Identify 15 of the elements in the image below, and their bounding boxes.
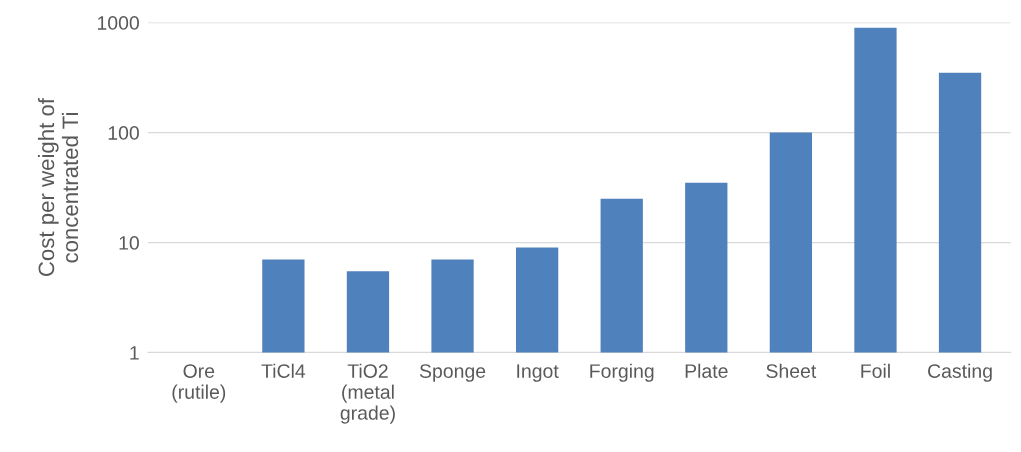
- x-tick-label: TiO2 (metal grade): [340, 363, 395, 424]
- y-tick-label: 1000: [97, 16, 139, 30]
- x-tick-label: Casting: [928, 363, 992, 382]
- y-tick-label: 100: [108, 126, 139, 140]
- y-tick-label: 1: [130, 346, 139, 360]
- y-axis-title: Cost per weight of concentrated Ti: [37, 97, 79, 276]
- x-tick-label: Foil: [861, 363, 890, 378]
- x-tick-label: Sheet: [766, 363, 817, 378]
- x-tick-label: Plate: [685, 363, 728, 378]
- x-tick-label: Ingot: [517, 364, 559, 382]
- x-tick-label: Sponge: [419, 364, 486, 382]
- x-tick-label: TiCl4: [261, 363, 306, 378]
- y-tick-label: 10: [119, 236, 139, 250]
- x-tick-label: Ore (rutile): [172, 364, 226, 403]
- x-tick-label: Forging: [590, 363, 654, 382]
